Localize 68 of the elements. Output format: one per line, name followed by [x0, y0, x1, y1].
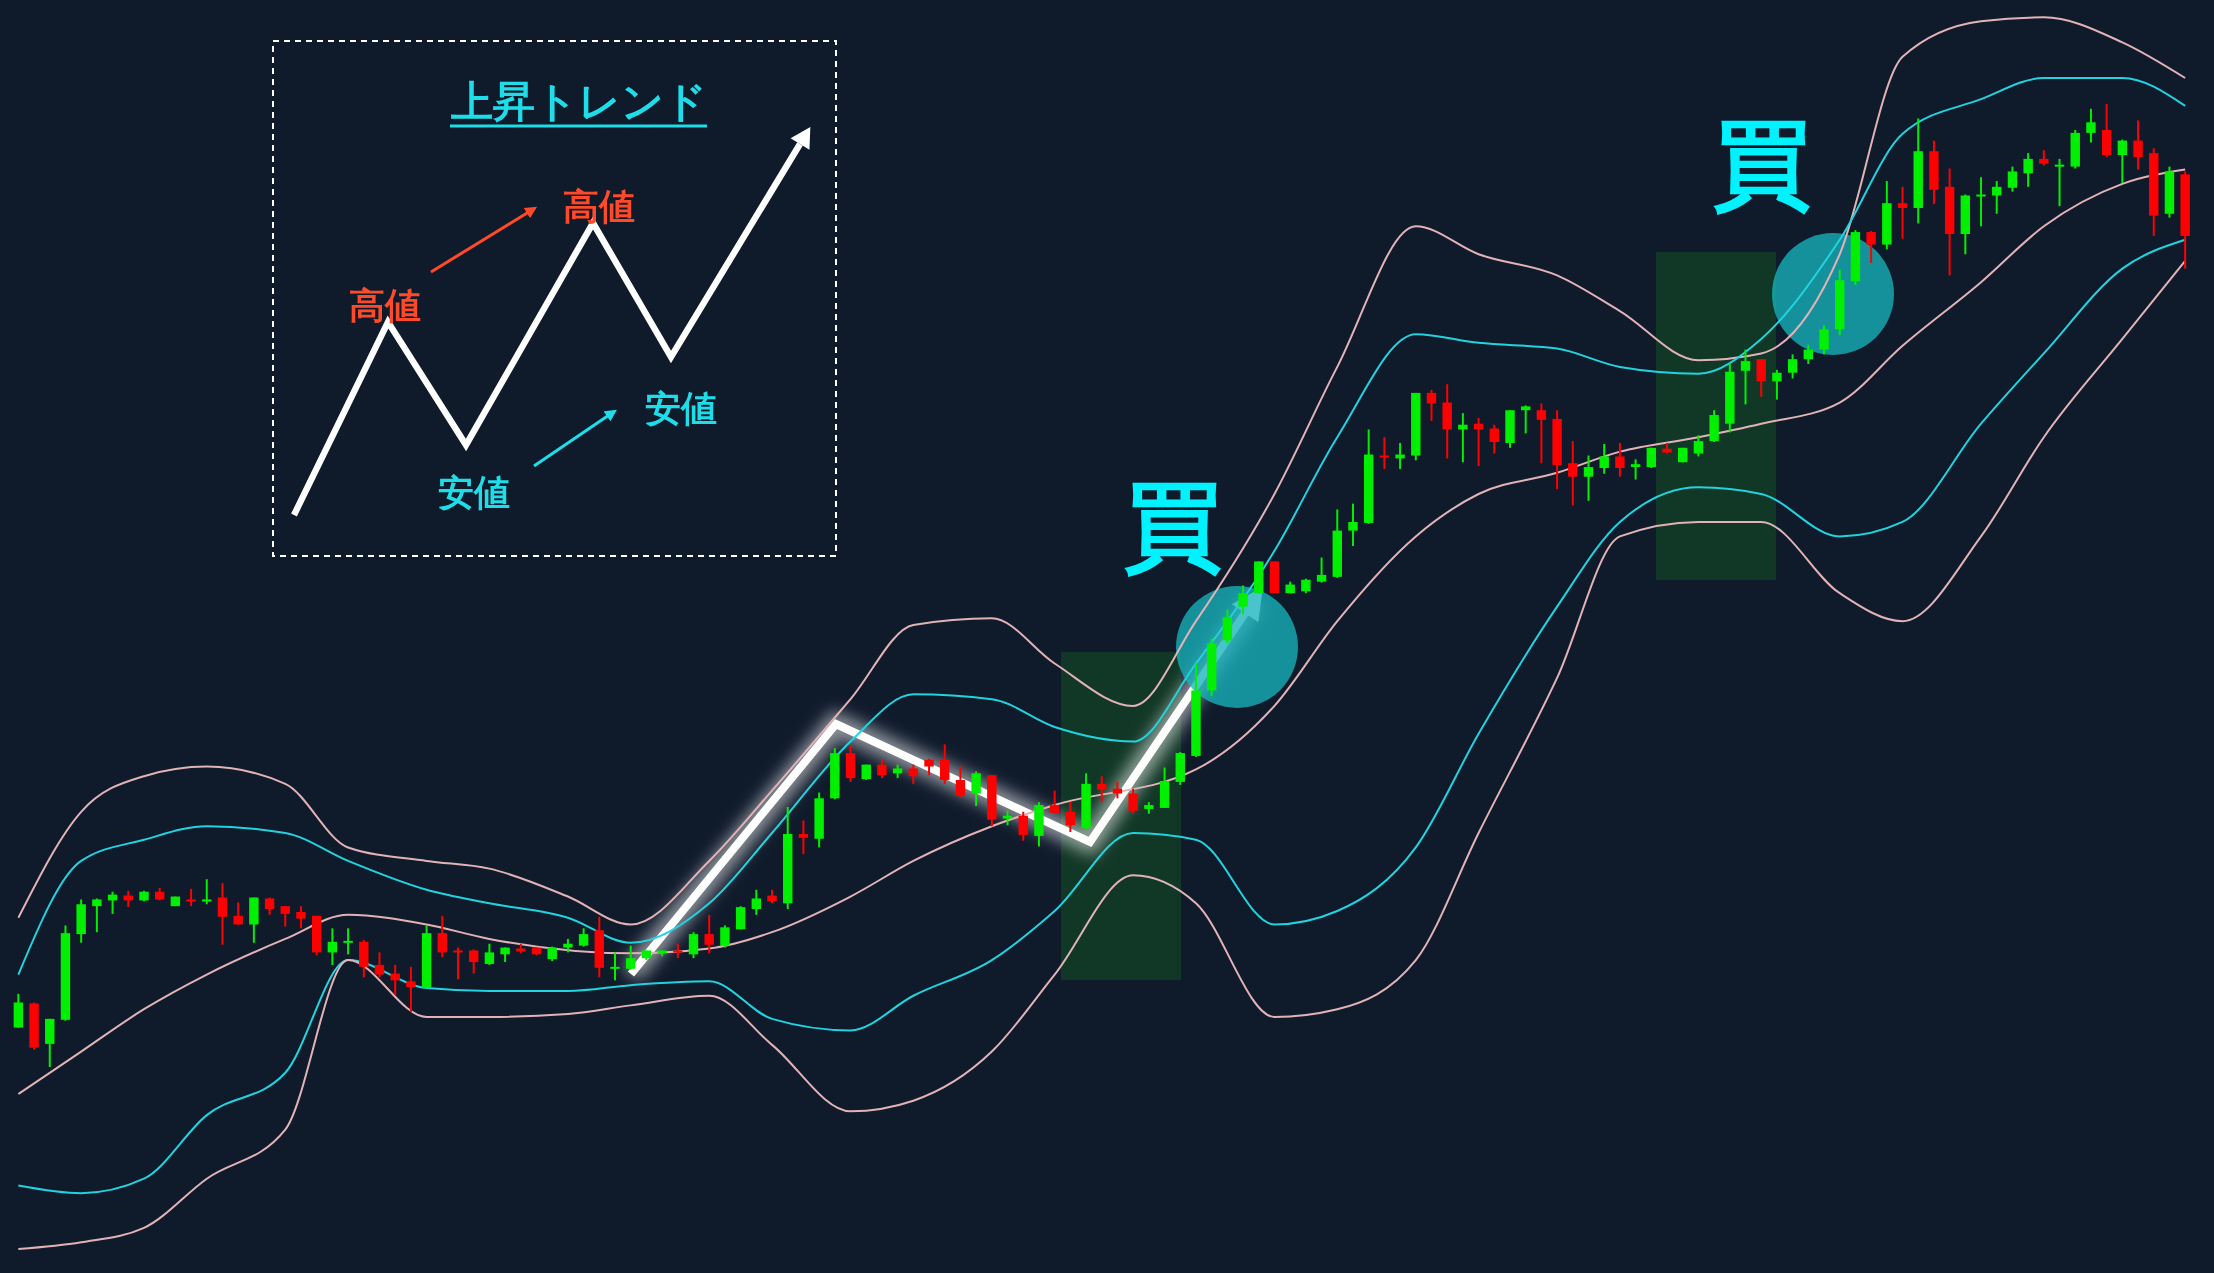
annotation: 高値 [349, 285, 421, 326]
candlestick [406, 965, 416, 1014]
candlestick [578, 927, 589, 948]
annotation: 安値 [645, 388, 717, 429]
candlestick [280, 905, 290, 928]
candlestick [1630, 458, 1641, 481]
candlestick [453, 946, 463, 981]
candlestick [1097, 775, 1107, 804]
candlestick [1583, 454, 1594, 502]
candlestick [202, 878, 212, 906]
candlestick [877, 758, 887, 780]
candlestick [217, 882, 228, 946]
annotation: 買 [1124, 469, 1222, 583]
candlestick [1128, 787, 1138, 815]
candlestick [1536, 402, 1547, 465]
candlestick [2023, 152, 2033, 188]
candlestick [1049, 789, 1060, 815]
candlestick [327, 927, 338, 966]
candlestick [626, 944, 636, 971]
candlestick [2054, 157, 2065, 208]
candlestick [955, 765, 966, 799]
annotation: 買 [1713, 107, 1811, 221]
candlestick [908, 763, 919, 785]
candlestick [688, 931, 699, 960]
candlestick [343, 927, 353, 956]
candlestick [940, 743, 950, 785]
candlestick [1489, 423, 1499, 455]
candlestick [1379, 436, 1390, 470]
candlestick [437, 914, 447, 959]
candlestick [92, 897, 102, 934]
annotation: 上昇トレンド [450, 77, 707, 126]
candlestick [1787, 353, 1798, 380]
candlestick [374, 951, 385, 979]
candlestick [798, 819, 809, 856]
candlestick [1599, 442, 1609, 475]
candlestick [2007, 165, 2018, 193]
candlestick [1065, 801, 1076, 834]
candlestick [1520, 404, 1531, 435]
candlestick [704, 913, 714, 955]
candlestick [296, 905, 306, 930]
candlestick [1819, 324, 1829, 356]
candlestick [484, 942, 495, 966]
candlestick [468, 948, 479, 975]
candlestick [1756, 358, 1766, 398]
candlestick [1615, 441, 1625, 478]
candlestick [720, 924, 730, 949]
candlestick [2117, 138, 2128, 184]
candlestick [971, 770, 981, 808]
candlestick [1772, 368, 1782, 401]
annotation: 安値 [438, 472, 510, 513]
candlestick [1426, 389, 1437, 422]
candlestick [1222, 608, 1233, 645]
candlestick [1897, 185, 1908, 240]
candlestick [390, 963, 400, 996]
candlestick [1740, 348, 1751, 406]
annotation: 高値 [563, 186, 635, 227]
candlestick [2086, 107, 2096, 144]
candlestick [1693, 434, 1704, 458]
candlestick [610, 951, 620, 982]
candlestick [1866, 230, 1876, 264]
candlestick [1976, 176, 1986, 228]
candlestick [1018, 810, 1028, 842]
candlestick [1568, 440, 1578, 507]
candlestick [751, 888, 762, 916]
candlestick [2133, 119, 2143, 171]
candlestick [1316, 556, 1327, 584]
candlestick [1238, 584, 1248, 616]
candlestick [1348, 502, 1358, 548]
